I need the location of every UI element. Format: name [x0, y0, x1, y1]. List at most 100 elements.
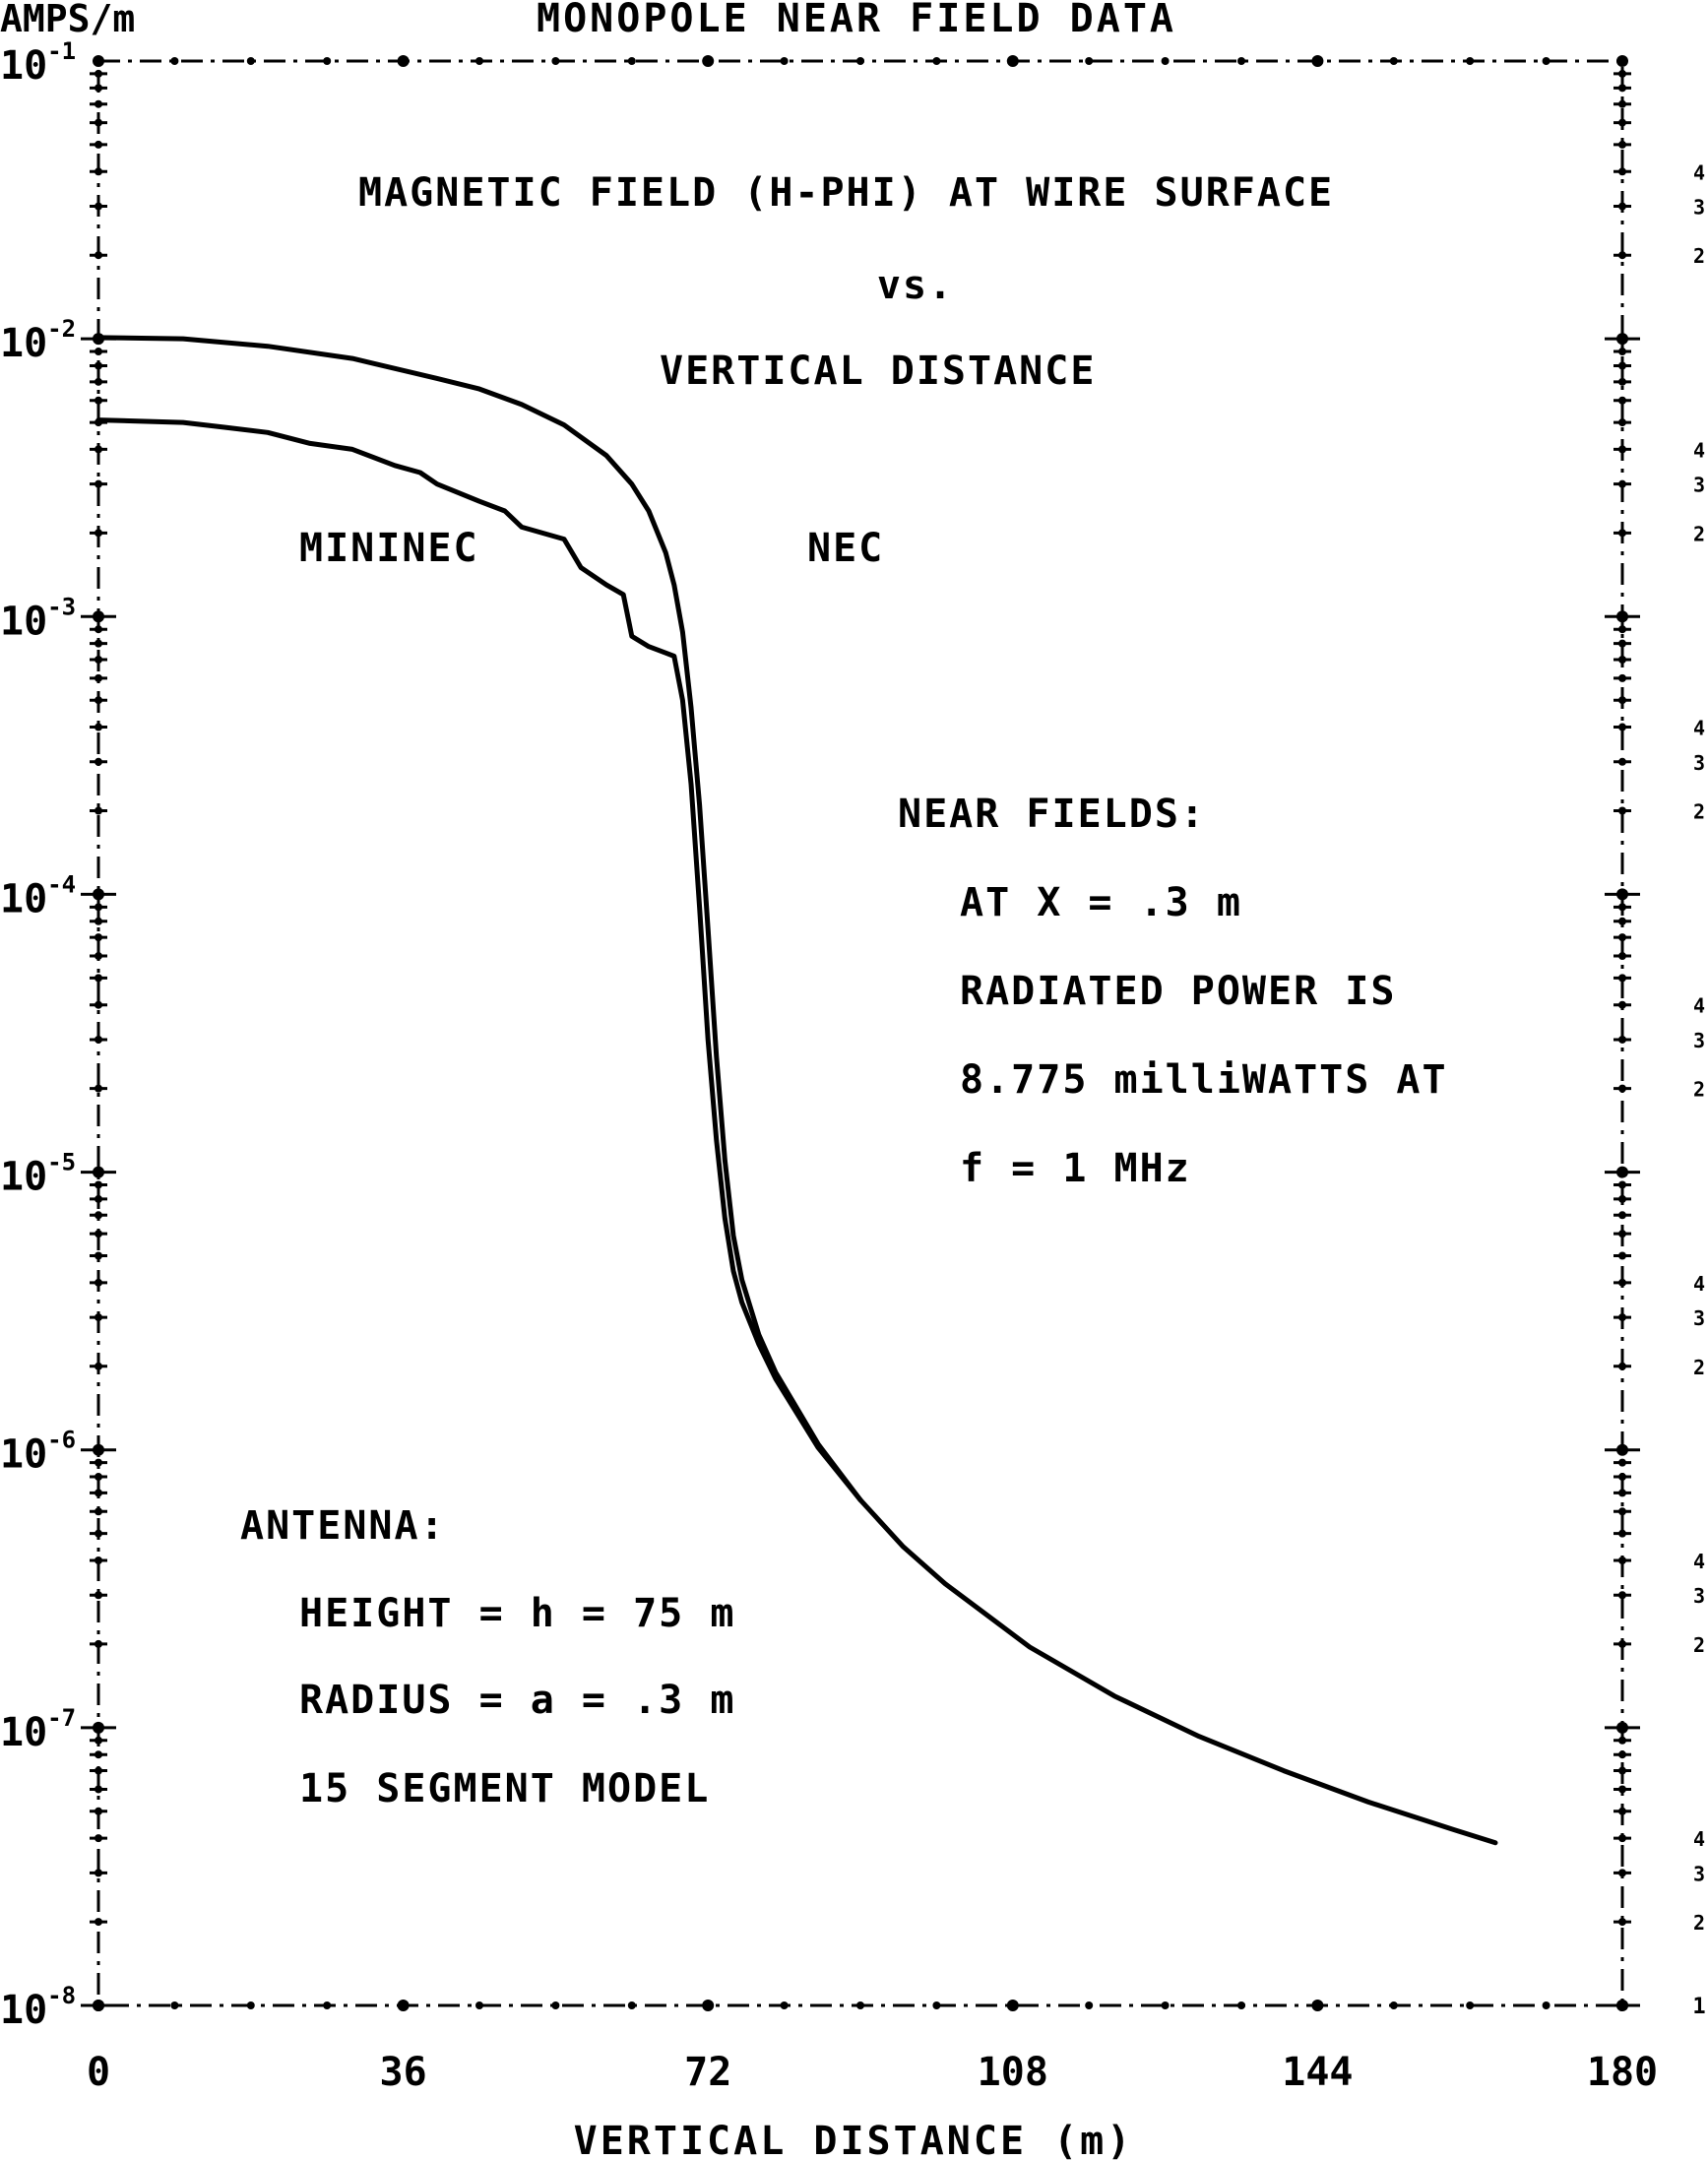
y-tick-dot-left: [95, 952, 102, 961]
y-tick-dot-right: [1618, 1084, 1626, 1093]
y-tick-label: 10-2: [0, 315, 76, 366]
x-tick-bottom: [170, 2001, 179, 2009]
y-tick-dot-right: [1618, 361, 1626, 370]
y-tick-dot-left: [95, 1807, 102, 1815]
antenna-line-4: 15 SEGMENT MODEL: [299, 1766, 710, 1811]
heading-line-3: VERTICAL DISTANCE: [660, 349, 1096, 394]
y-tick-dot-left: [95, 361, 102, 370]
series-line-mininec: [95, 417, 863, 1503]
x-tick-top: [1006, 55, 1019, 67]
y-tick-label: 10-5: [0, 1149, 76, 1200]
right-minor-label: 3: [1693, 1029, 1705, 1052]
x-tick-top: [856, 57, 864, 65]
y-tick-dot-right: [1618, 673, 1626, 682]
near-fields-line-4: 8.775 milliWATTS AT: [960, 1057, 1448, 1103]
right-minor-label: 4: [1693, 1827, 1705, 1851]
y-tick-dot-right: [1618, 1458, 1626, 1467]
y-tick-dot-left: [95, 639, 102, 648]
y-tick-dot-right: [1618, 723, 1626, 731]
y-tick-dot-left: [95, 1313, 102, 1322]
right-minor-label: 2: [1693, 244, 1705, 268]
x-tick-label: 144: [1282, 2050, 1353, 2095]
y-tick-dot-left: [95, 118, 102, 127]
y-tick-dot-left: [95, 1591, 102, 1600]
right-minor-label: 4: [1693, 717, 1705, 740]
y-tick-dot-left: [95, 1180, 102, 1189]
y-tick-dot-right: [1618, 1556, 1626, 1564]
y-tick-dot-right: [1618, 1489, 1626, 1497]
y-tick-dot-left: [95, 445, 102, 454]
y-tick-dot-right: [1618, 167, 1626, 176]
y-tick-dot-left: [95, 1529, 102, 1538]
right-minor-label: 4: [1693, 438, 1705, 462]
y-tick-dot-left: [95, 1639, 102, 1648]
x-tick-top: [397, 55, 410, 67]
y-tick-dot-left: [95, 1362, 102, 1370]
y-tick-dot-left: [95, 1489, 102, 1497]
y-tick-dot-left: [95, 1766, 102, 1775]
y-tick-dot-right: [1618, 696, 1626, 705]
series-label-mininec: MININEC: [299, 526, 479, 571]
right-minor-label: 3: [1693, 1584, 1705, 1608]
y-unit-label: AMPS/m: [0, 0, 135, 40]
y-tick-dot-right: [1618, 1362, 1626, 1370]
y-tick-dot-left: [95, 140, 102, 149]
x-tick-top: [702, 55, 715, 67]
y-tick-dot-right: [1618, 479, 1626, 488]
x-tick-bottom: [323, 2001, 332, 2009]
x-tick-top: [1542, 57, 1550, 65]
y-tick-dot-right: [1618, 202, 1626, 211]
right-minor-label: 2: [1693, 1356, 1705, 1379]
y-tick-dot-right: [1618, 1194, 1626, 1203]
y-tick-dot-left: [95, 903, 102, 912]
y-tick-dot-right: [1618, 348, 1626, 356]
y-tick-dot-left: [95, 348, 102, 356]
y-tick-dot-right: [1618, 1591, 1626, 1600]
x-tick-top: [780, 57, 789, 65]
y-tick-dot-right: [1618, 1251, 1626, 1260]
y-tick-dot-left: [95, 84, 102, 93]
y-tick-dot-left: [95, 1736, 102, 1745]
y-tick-label: 10-3: [0, 593, 76, 644]
x-tick-top: [1616, 55, 1628, 67]
right-minor-label: 3: [1693, 1862, 1705, 1885]
x-tick-bottom: [1616, 2000, 1628, 2011]
y-tick-labels: 10-1 10-2 10-3 10-4 10-5 10-6 10-7 10-8: [0, 37, 76, 2033]
right-minor-label: 3: [1693, 1306, 1705, 1330]
x-tick-label: 36: [380, 2050, 427, 2095]
y-tick-dot-left: [93, 610, 104, 623]
y-tick-dot-right: [1616, 333, 1628, 346]
y-tick-dot-right: [1618, 1766, 1626, 1775]
y-tick-dot-left: [95, 1785, 102, 1794]
y-tick-dot-right: [1616, 1443, 1628, 1456]
right-minor-label: 2: [1693, 1633, 1705, 1657]
y-tick-dot-right: [1618, 933, 1626, 942]
y-tick-dot-left: [95, 69, 102, 78]
y-tick-dot-right: [1618, 625, 1626, 634]
y-tick-dot-left: [95, 1251, 102, 1260]
y-tick-dot-left: [95, 933, 102, 942]
x-tick-bottom: [1085, 2001, 1094, 2009]
x-tick-bottom: [1389, 2001, 1398, 2009]
axis-ticks: [81, 55, 1640, 2011]
x-tick-bottom: [93, 2000, 104, 2011]
y-tick-dot-left: [95, 479, 102, 488]
y-tick-dot-left: [93, 888, 104, 901]
y-tick-dot-left: [95, 1869, 102, 1877]
x-tick-top: [1311, 55, 1324, 67]
y-tick-dot-left: [95, 625, 102, 634]
heading-line-2: vs.: [877, 263, 954, 308]
x-tick-label: 180: [1587, 2050, 1658, 2095]
x-tick-bottom: [932, 2001, 941, 2009]
x-tick-top: [475, 57, 483, 65]
y-tick-dot-left: [95, 167, 102, 176]
x-tick-bottom: [397, 2000, 410, 2011]
y-tick-dot-right: [1618, 251, 1626, 260]
y-tick-dot-left: [95, 1556, 102, 1564]
near-fields-line-5: f = 1 MHz: [960, 1146, 1191, 1191]
y-tick-dot-right: [1618, 1785, 1626, 1794]
y-tick-dot-right: [1618, 952, 1626, 961]
y-tick-dot-right: [1618, 445, 1626, 454]
y-tick-dot-left: [95, 917, 102, 925]
